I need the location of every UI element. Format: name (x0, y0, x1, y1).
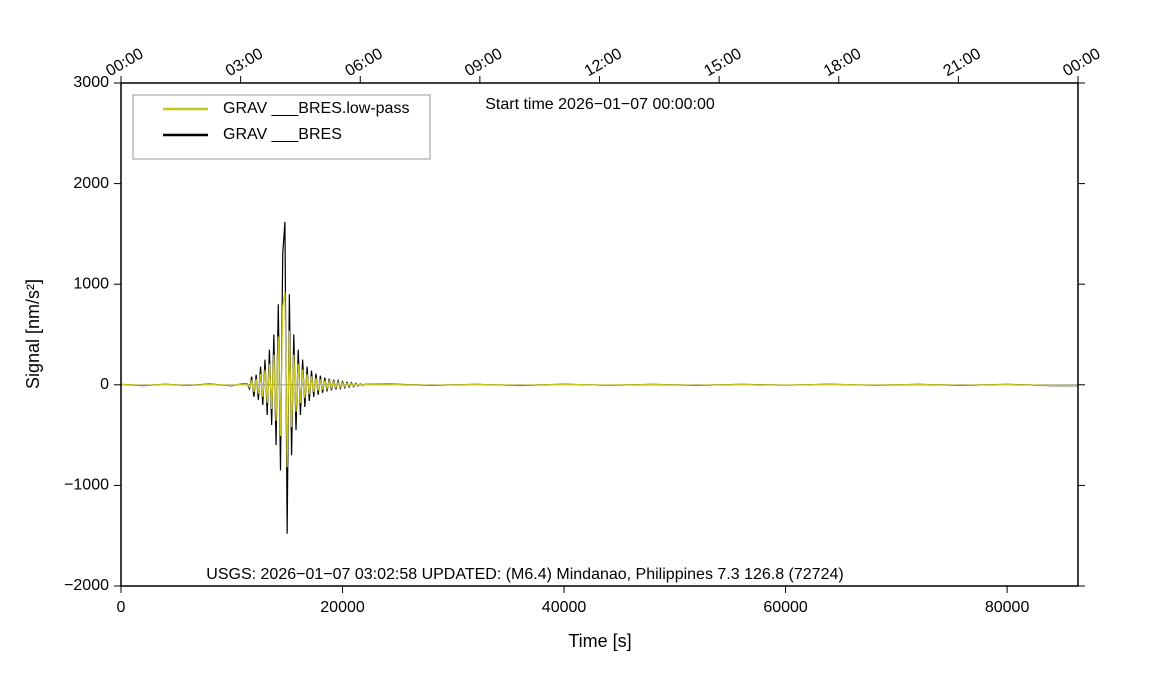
y-tick-label: 0 (100, 376, 109, 393)
x2-tick-label: 00:00 (103, 45, 146, 80)
y-tick-label: 1000 (73, 275, 109, 292)
y-axis-label: Signal [nm/s²] (23, 279, 43, 389)
legend-box (132, 94, 431, 160)
x2-tick-label: 15:00 (701, 45, 744, 80)
x-tick-label: 80000 (985, 599, 1030, 616)
x2-tick-label: 00:00 (1060, 45, 1103, 80)
x2-tick-label: 03:00 (223, 45, 266, 80)
x-tick-label: 40000 (542, 599, 587, 616)
x-tick-label: 0 (117, 599, 126, 616)
x-axis-label: Time [s] (568, 631, 631, 651)
legend-label: GRAV ___BRES (223, 126, 342, 143)
x2-tick-label: 06:00 (343, 45, 386, 80)
x2-tick-label: 09:00 (462, 45, 505, 80)
x-tick-label: 60000 (763, 599, 808, 616)
x-tick-label: 20000 (320, 599, 365, 616)
y-tick-label: −1000 (64, 477, 109, 494)
y-tick-label: 3000 (73, 74, 109, 91)
y-tick-label: −2000 (64, 577, 109, 594)
annotation: USGS: 2026−01−07 03:02:58 UPDATED: (M6.4… (206, 566, 843, 583)
x2-tick-label: 18:00 (821, 45, 864, 80)
y-tick-label: 2000 (73, 175, 109, 192)
legend-label: GRAV ___BRES.low-pass (223, 100, 409, 117)
x2-tick-label: 21:00 (941, 45, 984, 80)
series-line (120, 292, 1079, 468)
chart-title: Start time 2026−01−07 00:00:00 (485, 96, 715, 113)
x2-tick-label: 12:00 (582, 45, 625, 80)
